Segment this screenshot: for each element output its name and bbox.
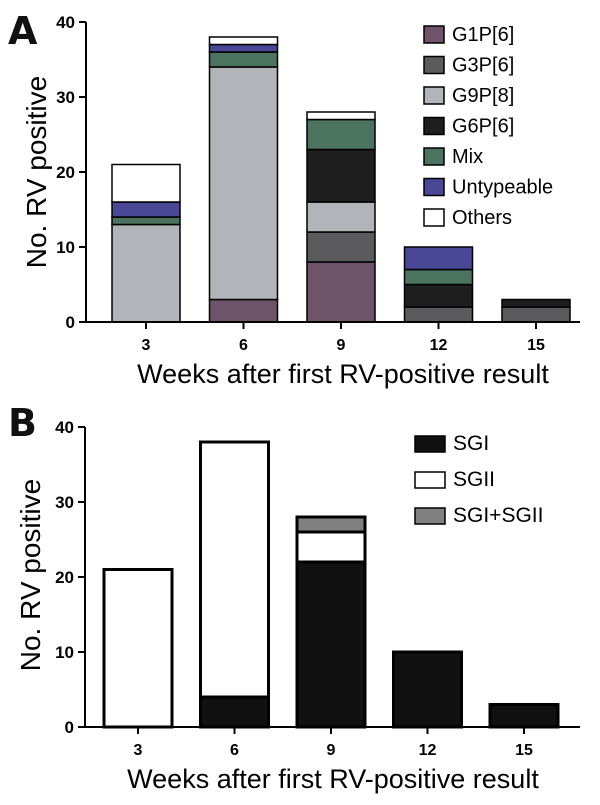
legend-label-sgii: SGII bbox=[453, 468, 495, 491]
legend-swatch-others bbox=[423, 208, 445, 227]
y-axis-label: No. RV positive bbox=[15, 479, 46, 671]
y-tick-label: 10 bbox=[56, 238, 75, 257]
x-axis-label: Weeks after first RV-positive result bbox=[127, 764, 539, 794]
bar-g9p-8--6 bbox=[208, 66, 279, 301]
y-tick-label: 40 bbox=[55, 418, 74, 437]
legend-swatch-sgi-sgii bbox=[414, 507, 446, 525]
x-tick-label: 9 bbox=[327, 742, 336, 759]
legend-label-g3p-6-: G3P[6] bbox=[452, 55, 514, 77]
legend-label-untypeable: Untypeable bbox=[452, 177, 553, 199]
panel-label-a: A bbox=[8, 9, 38, 53]
bar-untypeable-12 bbox=[403, 246, 474, 271]
y-tick-label: 20 bbox=[56, 163, 75, 182]
x-tick-label: 12 bbox=[430, 337, 448, 354]
bar-mix-9 bbox=[306, 118, 376, 151]
legend-swatch-sgii bbox=[414, 471, 446, 489]
y-tick-label: 30 bbox=[56, 88, 75, 107]
x-tick-label: 15 bbox=[515, 742, 533, 759]
x-tick-label: 3 bbox=[142, 337, 151, 354]
bar-sgii-3 bbox=[102, 568, 174, 729]
bar-sgii-9 bbox=[295, 530, 367, 564]
y-tick-label: 0 bbox=[66, 313, 75, 332]
bar-g1p-6--6 bbox=[208, 298, 279, 323]
y-tick-label: 0 bbox=[65, 718, 74, 737]
x-tick-label: 3 bbox=[134, 742, 143, 759]
x-tick-label: 6 bbox=[230, 742, 239, 759]
bar-g3p-6--15 bbox=[501, 306, 571, 323]
legend-label-g9p-8-: G9P[8] bbox=[452, 85, 514, 107]
x-tick-label: 9 bbox=[337, 337, 346, 354]
x-tick-label: 12 bbox=[419, 742, 437, 759]
bar-g6p-6--15 bbox=[501, 298, 571, 308]
x-tick-label: 6 bbox=[239, 337, 248, 354]
bar-sgi-6 bbox=[199, 695, 270, 729]
y-tick-label: 20 bbox=[55, 568, 74, 587]
bar-untypeable-6 bbox=[208, 43, 279, 53]
bar-sgi-12 bbox=[392, 650, 463, 729]
x-axis-label: Weeks after first RV-positive result bbox=[137, 359, 549, 389]
bar-g9p-8--3 bbox=[111, 223, 181, 323]
legend-label-mix: Mix bbox=[452, 146, 483, 168]
bar-g6p-6--9 bbox=[306, 148, 376, 203]
bar-g3p-6--9 bbox=[306, 231, 376, 263]
panel-label-b: B bbox=[8, 401, 37, 445]
legend-label-sgi-sgii: SGI+SGII bbox=[453, 504, 543, 527]
chart-panel-b: 3 6 9 12 15 0 10 20 30 40 Weeks after first RV-pos… bbox=[0, 400, 600, 805]
y-tick-label: 10 bbox=[55, 643, 74, 662]
chart-panel-a: 3 6 9 12 15 0 10 20 30 40 Weeks after first RV-pos… bbox=[0, 0, 600, 400]
bar-mix-12 bbox=[403, 268, 474, 286]
bar-others-6 bbox=[208, 36, 279, 46]
legend-label-sgi: SGI bbox=[453, 432, 489, 455]
y-tick-label: 40 bbox=[56, 13, 75, 32]
bar-g6p-6--12 bbox=[403, 283, 474, 308]
bar-g1p-6--9 bbox=[306, 261, 376, 323]
bar-g9p-8--9 bbox=[306, 201, 376, 233]
bar-sgi-9 bbox=[295, 560, 367, 729]
bar-sgii-6 bbox=[199, 440, 270, 699]
legend-label-others: Others bbox=[452, 207, 512, 229]
y-tick-label: 30 bbox=[55, 493, 74, 512]
legend-swatch-g6p-6- bbox=[423, 116, 445, 136]
bar-g3p-6--12 bbox=[403, 306, 474, 323]
bar-sgi-sgii-9 bbox=[295, 515, 367, 534]
bar-mix-3 bbox=[111, 216, 181, 226]
legend-swatch-g9p-8- bbox=[423, 86, 445, 105]
legend-swatch-untypeable bbox=[423, 177, 445, 197]
legend-swatch-mix bbox=[423, 147, 445, 166]
legend-label-g1p-6-: G1P[6] bbox=[452, 24, 514, 46]
legend-label-g6p-6-: G6P[6] bbox=[452, 116, 514, 138]
bar-sgi-15 bbox=[488, 703, 560, 729]
legend-swatch-g1p-6- bbox=[423, 25, 445, 44]
chart-a-svg: 3 6 9 12 15 0 10 20 30 40 Weeks after first RV-pos… bbox=[21, 13, 580, 389]
legend-swatch-sgi bbox=[414, 435, 446, 453]
bar-untypeable-3 bbox=[111, 201, 181, 218]
bar-others-9 bbox=[306, 111, 376, 121]
x-tick-label: 15 bbox=[527, 337, 545, 354]
bar-mix-6 bbox=[208, 51, 279, 68]
y-axis-label: No. RV positive bbox=[21, 76, 52, 268]
chart-b-svg: 3 6 9 12 15 0 10 20 30 40 Weeks after first RV-pos… bbox=[15, 418, 580, 794]
bar-others-3 bbox=[111, 163, 181, 203]
legend-swatch-g3p-6- bbox=[423, 55, 445, 75]
